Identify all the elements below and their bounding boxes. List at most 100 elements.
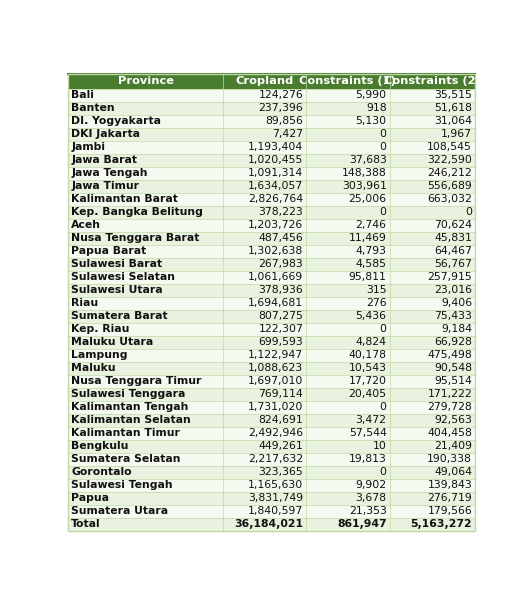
Text: 21,353: 21,353 <box>349 506 387 516</box>
Text: 1,967: 1,967 <box>441 129 472 139</box>
Text: Province: Province <box>118 76 173 86</box>
Bar <box>390 310 475 323</box>
Bar <box>306 492 390 505</box>
Bar <box>223 153 306 167</box>
Bar <box>306 518 390 531</box>
Bar <box>223 401 306 414</box>
Text: 824,691: 824,691 <box>259 415 303 425</box>
Bar <box>223 505 306 518</box>
Text: DI. Yogyakarta: DI. Yogyakarta <box>71 116 161 126</box>
Text: 2,492,946: 2,492,946 <box>248 428 303 438</box>
Bar <box>223 440 306 453</box>
Text: 7,427: 7,427 <box>272 129 303 139</box>
Bar <box>68 518 223 531</box>
Text: 9,406: 9,406 <box>441 298 472 308</box>
Text: 2,746: 2,746 <box>356 220 387 230</box>
Text: 487,456: 487,456 <box>259 233 303 243</box>
Bar <box>68 323 223 335</box>
Bar <box>390 414 475 426</box>
Text: 57,544: 57,544 <box>349 428 387 438</box>
Text: 122,307: 122,307 <box>259 324 303 334</box>
Bar <box>306 426 390 440</box>
Bar <box>68 205 223 219</box>
Text: 918: 918 <box>366 103 387 113</box>
Text: 404,458: 404,458 <box>427 428 472 438</box>
Text: 1,731,020: 1,731,020 <box>248 403 303 412</box>
Text: 4,585: 4,585 <box>356 259 387 269</box>
Text: 303,961: 303,961 <box>342 181 387 191</box>
Bar <box>306 102 390 114</box>
Bar <box>223 426 306 440</box>
Text: 378,223: 378,223 <box>259 207 303 217</box>
Text: 70,624: 70,624 <box>434 220 472 230</box>
Text: 267,983: 267,983 <box>259 259 303 269</box>
Bar <box>390 505 475 518</box>
Text: 11,469: 11,469 <box>349 233 387 243</box>
Text: 40,178: 40,178 <box>349 350 387 360</box>
Bar <box>390 128 475 141</box>
Text: 179,566: 179,566 <box>427 506 472 516</box>
Bar <box>390 426 475 440</box>
Text: Bengkulu: Bengkulu <box>71 441 129 451</box>
Text: DKI Jakarta: DKI Jakarta <box>71 129 140 139</box>
Text: Sumatera Selatan: Sumatera Selatan <box>71 454 181 464</box>
Text: 1,165,630: 1,165,630 <box>248 480 303 490</box>
Text: 246,212: 246,212 <box>427 168 472 178</box>
Text: 148,388: 148,388 <box>342 168 387 178</box>
Text: Constraints (1): Constraints (1) <box>299 76 396 86</box>
Text: 861,947: 861,947 <box>337 519 387 530</box>
Text: Bali: Bali <box>71 90 94 100</box>
Bar <box>306 271 390 284</box>
Bar <box>68 258 223 271</box>
Bar <box>390 141 475 153</box>
Text: 124,276: 124,276 <box>259 90 303 100</box>
Bar <box>68 141 223 153</box>
Text: 37,683: 37,683 <box>349 155 387 165</box>
Text: Sulawesi Tengah: Sulawesi Tengah <box>71 480 173 490</box>
Bar <box>223 453 306 466</box>
Text: Sulawesi Selatan: Sulawesi Selatan <box>71 272 175 282</box>
Bar <box>390 258 475 271</box>
Bar <box>68 297 223 310</box>
Text: 1,020,455: 1,020,455 <box>248 155 303 165</box>
Bar <box>223 492 306 505</box>
Text: 1,088,623: 1,088,623 <box>248 363 303 373</box>
Bar <box>390 114 475 128</box>
Text: 25,006: 25,006 <box>349 194 387 204</box>
Bar <box>223 310 306 323</box>
Bar <box>306 310 390 323</box>
Bar <box>390 518 475 531</box>
Bar <box>68 401 223 414</box>
Text: 64,467: 64,467 <box>434 246 472 256</box>
Text: 36,184,021: 36,184,021 <box>234 519 303 530</box>
Text: 66,928: 66,928 <box>434 337 472 347</box>
Text: Jawa Barat: Jawa Barat <box>71 155 137 165</box>
Bar <box>390 193 475 205</box>
Text: 10: 10 <box>373 441 387 451</box>
Bar <box>306 335 390 349</box>
Text: 769,114: 769,114 <box>259 389 303 399</box>
Text: 0: 0 <box>379 142 387 152</box>
Bar <box>390 349 475 362</box>
Text: 449,261: 449,261 <box>259 441 303 451</box>
Bar <box>306 401 390 414</box>
Bar <box>68 388 223 401</box>
Text: 49,064: 49,064 <box>434 467 472 477</box>
Text: 1,840,597: 1,840,597 <box>248 506 303 516</box>
Text: Nusa Tenggara Timur: Nusa Tenggara Timur <box>71 376 201 386</box>
Text: 315: 315 <box>366 285 387 295</box>
Bar <box>390 440 475 453</box>
Text: 237,396: 237,396 <box>259 103 303 113</box>
Bar <box>68 180 223 193</box>
Text: Sumatera Barat: Sumatera Barat <box>71 311 168 321</box>
Bar <box>306 193 390 205</box>
Text: 1,634,057: 1,634,057 <box>248 181 303 191</box>
Text: Gorontalo: Gorontalo <box>71 467 132 477</box>
Bar <box>223 349 306 362</box>
Text: Maluku Utara: Maluku Utara <box>71 337 153 347</box>
Text: 3,831,749: 3,831,749 <box>248 494 303 503</box>
Bar <box>306 180 390 193</box>
Bar <box>306 74 390 89</box>
Text: 21,409: 21,409 <box>434 441 472 451</box>
Text: Banten: Banten <box>71 103 115 113</box>
